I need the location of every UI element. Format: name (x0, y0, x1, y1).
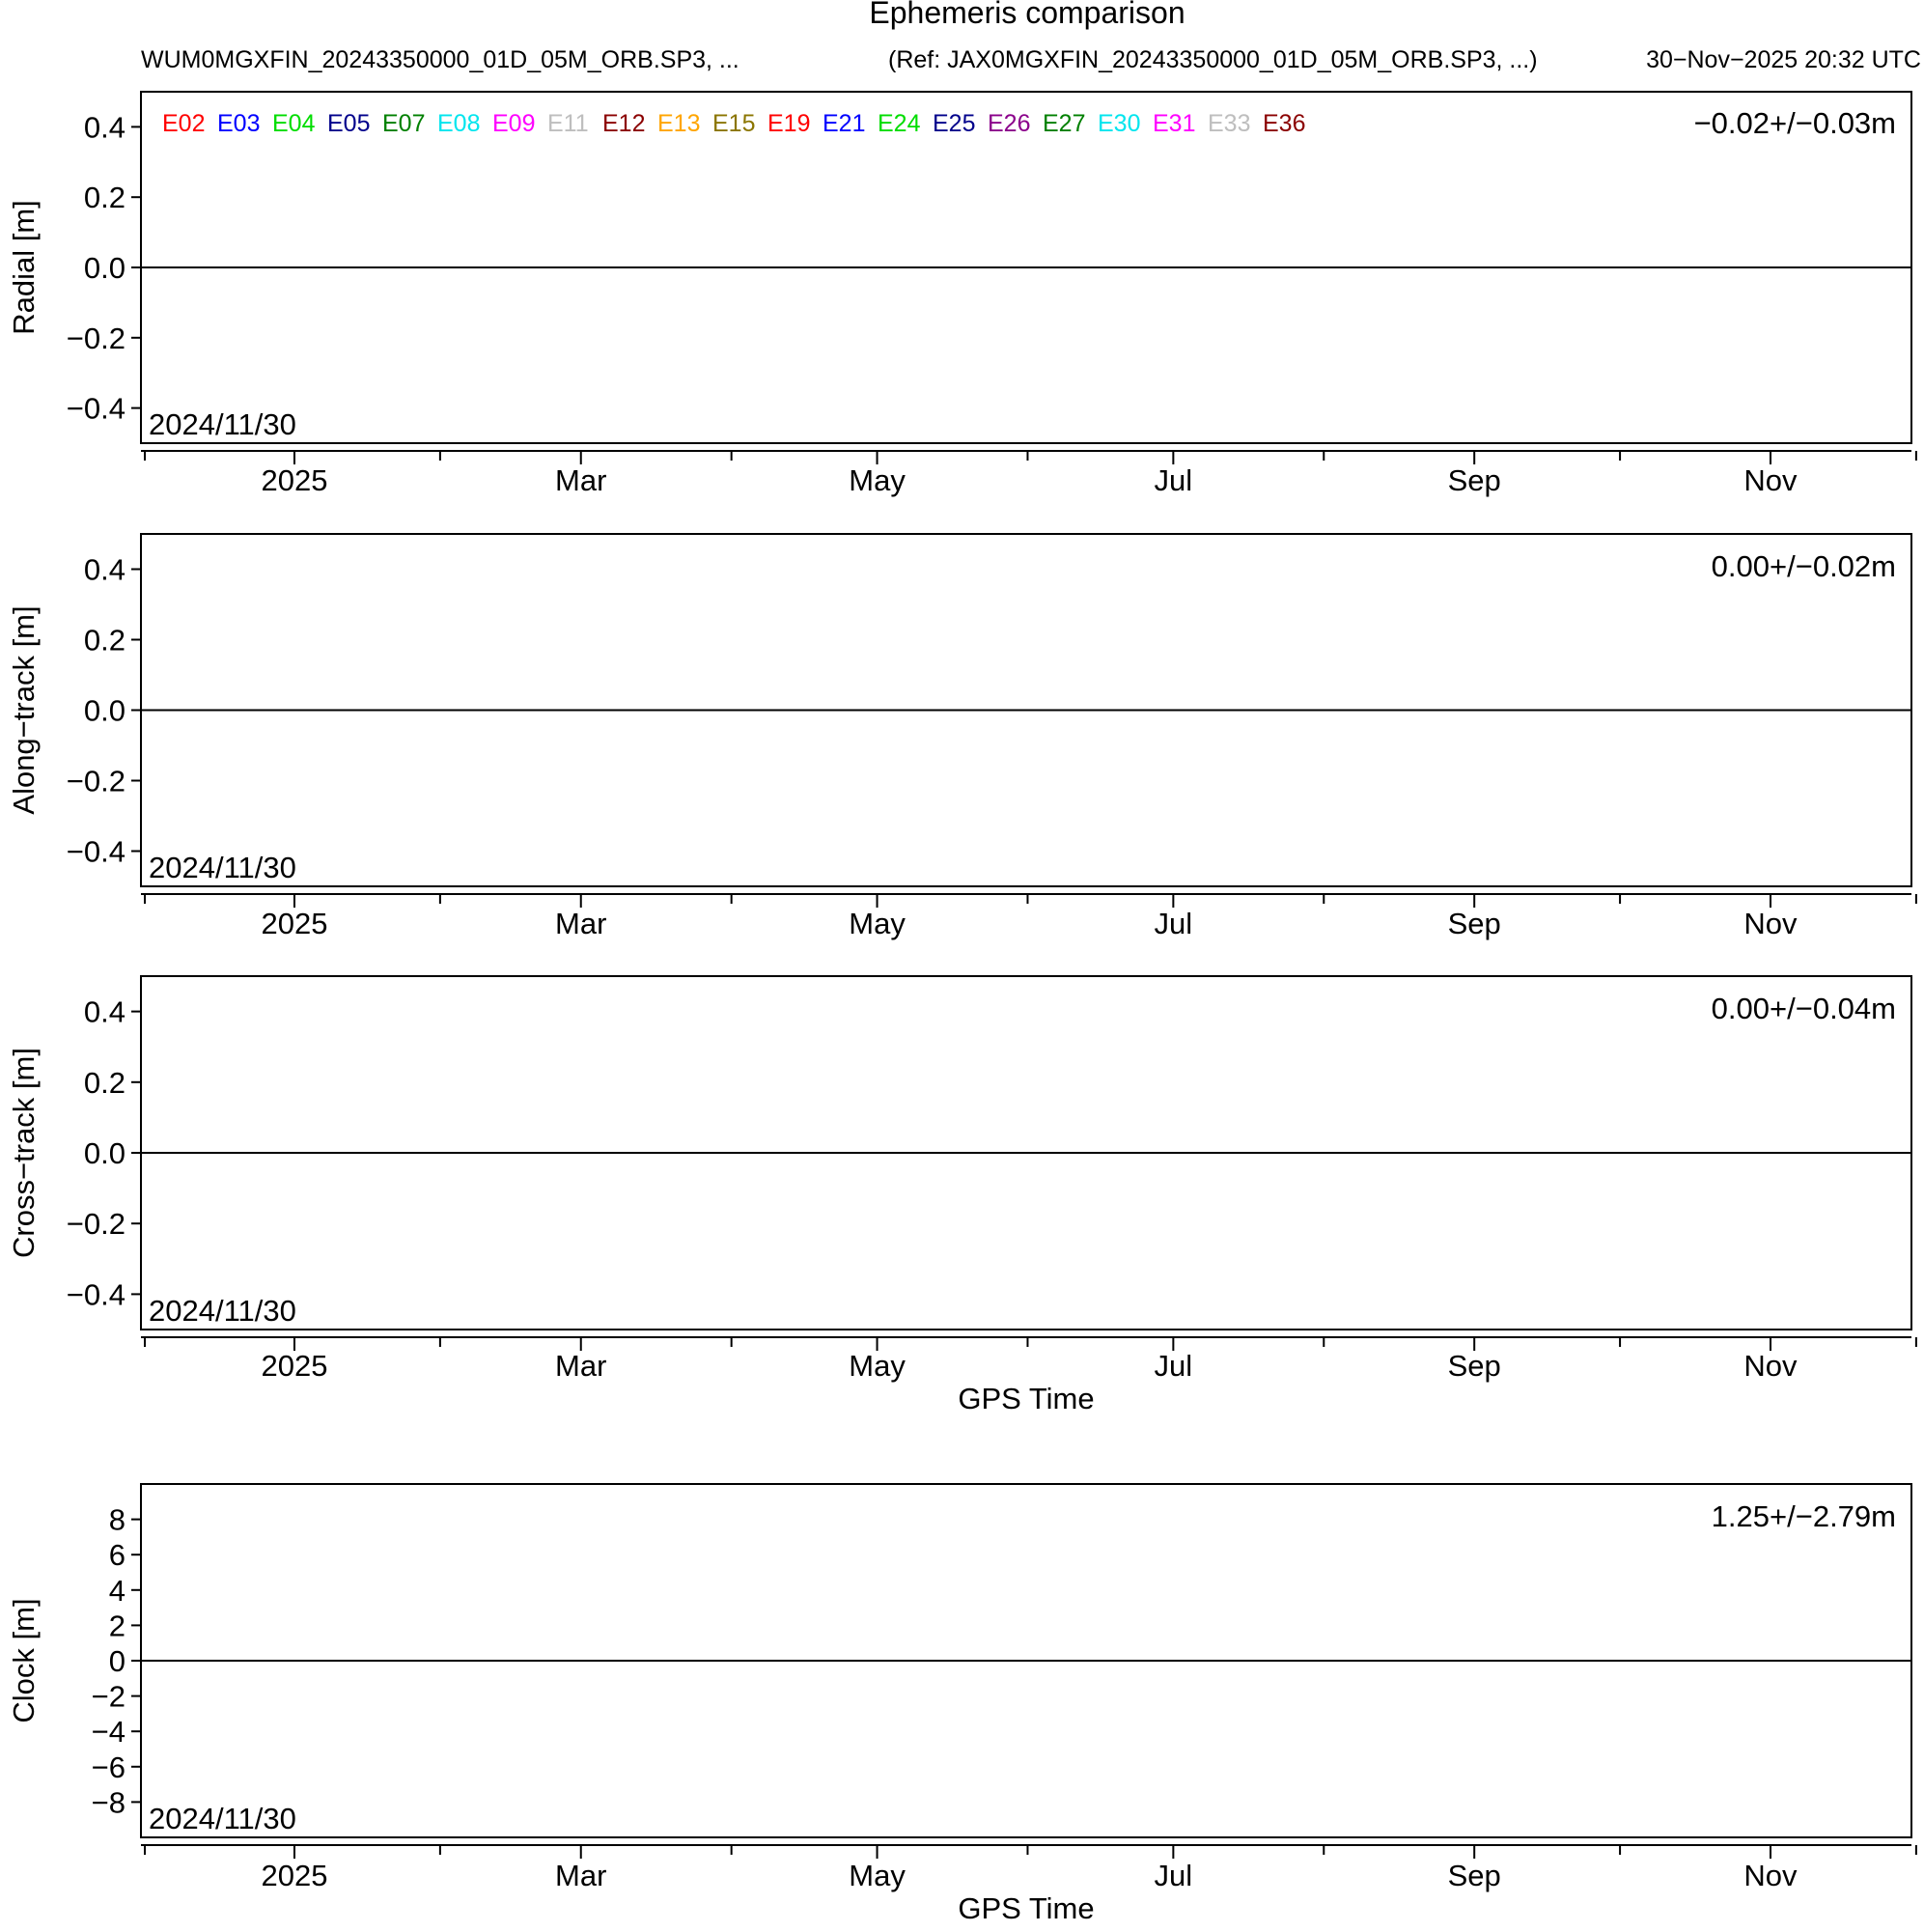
y-tick-label: −0.2 (67, 765, 125, 798)
radial-start-date: 2024/11/30 (149, 407, 296, 441)
y-tick-label: −0.4 (67, 835, 125, 869)
reference-file-label: (Ref: JAX0MGXFIN_20243350000_01D_05M_ORB… (888, 46, 1538, 73)
x-tick-label: Nov (1743, 463, 1798, 497)
cross-data-points (141, 976, 1521, 1305)
x-tick-label: 2025 (262, 907, 328, 940)
y-tick-label: −0.4 (67, 392, 125, 426)
radial-y-axis-label: Radial [m] (7, 200, 41, 335)
x-tick-label: Nov (1743, 907, 1798, 940)
y-tick-label: 0.0 (84, 694, 125, 728)
x-tick-label: Mar (555, 463, 606, 497)
x-tick-label: Jul (1155, 463, 1193, 497)
x-tick-label: Sep (1448, 463, 1501, 497)
along-track-panel: −0.4 −0.2 0.0 0.2 0.4 2025 Mar May Jul Sep Nov Alon… (7, 533, 1917, 940)
y-tick-label: 0.4 (84, 553, 125, 587)
x-tick-label: May (849, 907, 906, 940)
generated-timestamp: 30−Nov−2025 20:32 UTC (1646, 46, 1921, 73)
y-tick-label: 0.4 (84, 110, 125, 144)
radial-data-points (141, 92, 1521, 388)
y-tick-label: −0.2 (67, 322, 125, 355)
radial-panel: −0.4 −0.2 0.0 0.2 0.4 2025 Mar May Jul Sep Nov Radi… (7, 91, 1917, 497)
x-tick-label: May (849, 463, 906, 497)
y-tick-label: 0.0 (84, 251, 125, 285)
x-tick-label: Jul (1155, 907, 1193, 940)
along-y-axis-label: Along−track [m] (7, 605, 41, 814)
x-tick-label: Sep (1448, 907, 1501, 940)
along-statistics: 0.00+/−0.02m (1712, 549, 1896, 583)
x-tick-label: 2025 (262, 463, 328, 497)
y-tick-label: 0.2 (84, 624, 125, 658)
y-tick-label: 0.2 (84, 181, 125, 214)
along-data-points (141, 534, 1521, 835)
along-start-date: 2024/11/30 (149, 851, 296, 884)
product-file-label: WUM0MGXFIN_20243350000_01D_05M_ORB.SP3, … (141, 46, 739, 73)
radial-statistics: −0.02+/−0.03m (1694, 106, 1896, 140)
x-tick-label: Mar (555, 907, 606, 940)
figure-title: Ephemeris comparison (869, 0, 1185, 30)
